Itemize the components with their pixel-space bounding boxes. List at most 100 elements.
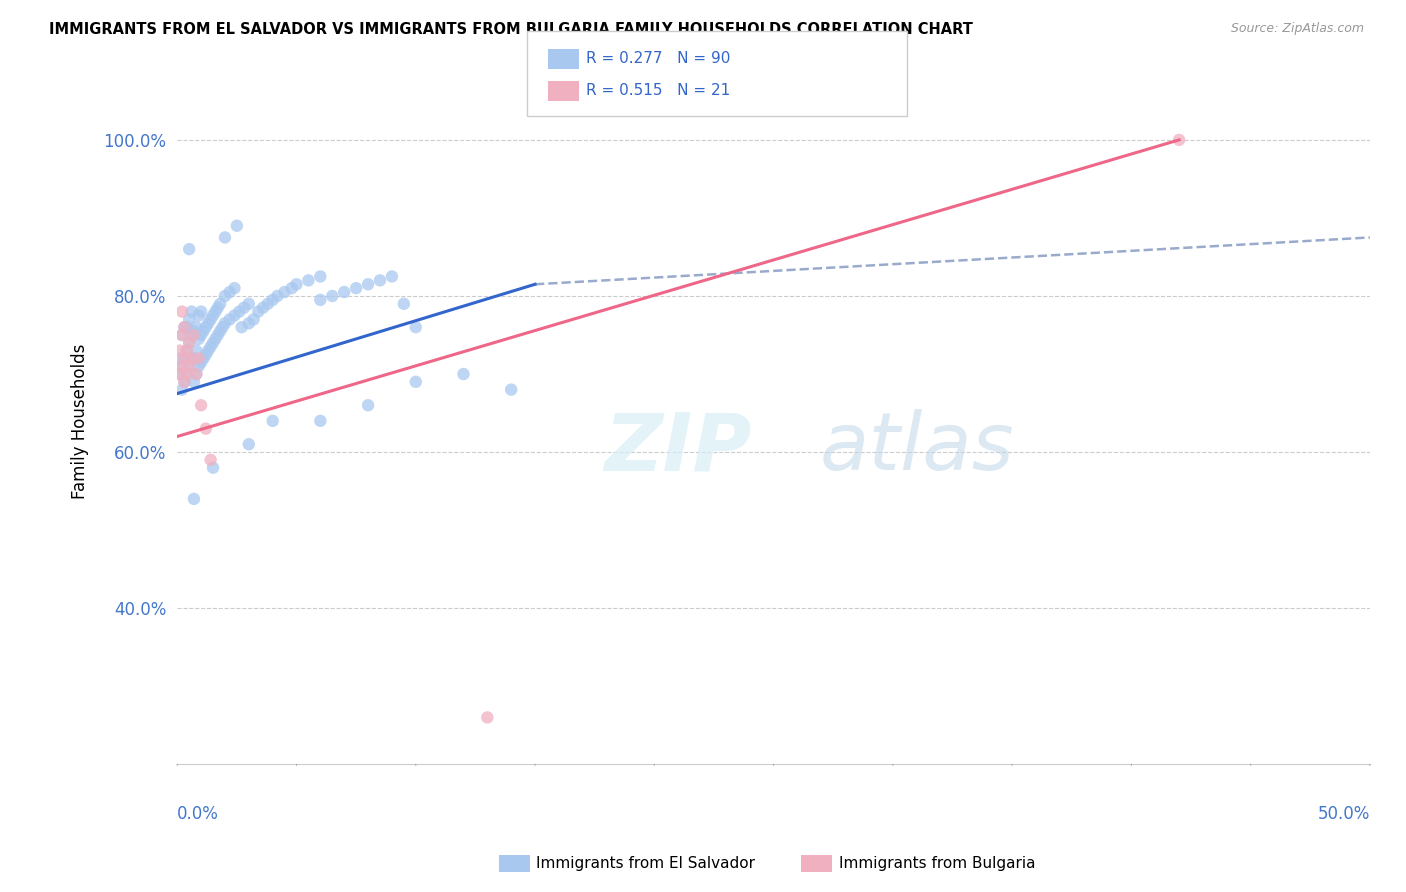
Point	[266, 289, 288, 303]
Point	[262, 414, 284, 428]
Point	[180, 351, 202, 366]
Point	[183, 375, 205, 389]
Point	[197, 316, 219, 330]
Point	[405, 320, 427, 334]
Text: R = 0.277   N = 90: R = 0.277 N = 90	[586, 52, 731, 66]
Point	[228, 304, 250, 318]
Point	[381, 269, 404, 284]
Point	[170, 359, 193, 374]
Point	[170, 359, 193, 374]
Point	[224, 309, 246, 323]
Point	[211, 320, 233, 334]
Point	[297, 273, 319, 287]
Point	[257, 297, 280, 311]
Point	[200, 312, 222, 326]
Point	[225, 219, 247, 233]
Point	[357, 398, 380, 412]
Y-axis label: Family Households: Family Households	[72, 343, 89, 499]
Point	[194, 422, 217, 436]
Text: Immigrants from El Salvador: Immigrants from El Salvador	[536, 856, 755, 871]
Point	[176, 343, 198, 358]
Point	[187, 359, 209, 374]
Point	[173, 320, 195, 334]
Point	[333, 285, 356, 299]
Text: IMMIGRANTS FROM EL SALVADOR VS IMMIGRANTS FROM BULGARIA FAMILY HOUSEHOLDS CORREL: IMMIGRANTS FROM EL SALVADOR VS IMMIGRANT…	[49, 22, 973, 37]
Point	[309, 293, 332, 307]
Point	[214, 316, 236, 330]
Point	[186, 320, 208, 334]
Point	[169, 367, 191, 381]
Point	[190, 398, 212, 412]
Point	[204, 304, 226, 318]
Point	[309, 414, 332, 428]
Point	[218, 312, 240, 326]
Point	[1168, 133, 1191, 147]
Text: R = 0.515   N = 21: R = 0.515 N = 21	[586, 84, 731, 98]
Point	[368, 273, 391, 287]
Text: 0.0%: 0.0%	[177, 805, 219, 823]
Point	[197, 343, 219, 358]
Point	[180, 304, 202, 318]
Point	[179, 312, 201, 326]
Point	[190, 328, 212, 343]
Point	[183, 328, 205, 343]
Text: Source: ZipAtlas.com: Source: ZipAtlas.com	[1230, 22, 1364, 36]
Point	[202, 460, 225, 475]
Point	[218, 285, 240, 299]
Point	[170, 328, 193, 343]
Point	[501, 383, 523, 397]
Point	[357, 277, 380, 292]
Point	[214, 230, 236, 244]
Point	[183, 351, 205, 366]
Point	[187, 332, 209, 346]
Point	[193, 351, 215, 366]
Point	[180, 351, 202, 366]
Point	[170, 383, 193, 397]
Point	[170, 328, 193, 343]
Point	[207, 301, 229, 315]
Point	[392, 297, 415, 311]
Point	[285, 277, 308, 292]
Point	[176, 320, 198, 334]
Point	[233, 301, 256, 315]
Point	[262, 293, 284, 307]
Point	[202, 309, 225, 323]
Point	[202, 335, 225, 350]
Point	[252, 301, 274, 315]
Point	[344, 281, 367, 295]
Point	[176, 367, 198, 381]
Point	[221, 777, 243, 791]
Point	[273, 285, 295, 299]
Point	[280, 281, 302, 295]
Point	[179, 242, 201, 256]
Point	[179, 359, 201, 374]
Point	[309, 269, 332, 284]
Point	[238, 316, 260, 330]
Point	[186, 367, 208, 381]
Point	[186, 343, 208, 358]
Text: ZIP: ZIP	[605, 409, 752, 487]
Point	[183, 491, 205, 506]
Point	[173, 375, 195, 389]
Point	[190, 304, 212, 318]
Point	[238, 297, 260, 311]
Point	[169, 367, 191, 381]
Point	[173, 351, 195, 366]
Point	[207, 328, 229, 343]
Point	[173, 351, 195, 366]
Point	[194, 347, 217, 361]
Point	[231, 320, 253, 334]
Point	[193, 324, 215, 338]
Point	[186, 367, 208, 381]
Point	[238, 437, 260, 451]
Point	[194, 320, 217, 334]
Point	[200, 453, 222, 467]
Point	[209, 324, 232, 338]
Point	[214, 289, 236, 303]
Point	[321, 289, 343, 303]
Point	[200, 340, 222, 354]
Point	[173, 320, 195, 334]
Point	[183, 324, 205, 338]
Point	[187, 351, 209, 366]
Point	[176, 343, 198, 358]
